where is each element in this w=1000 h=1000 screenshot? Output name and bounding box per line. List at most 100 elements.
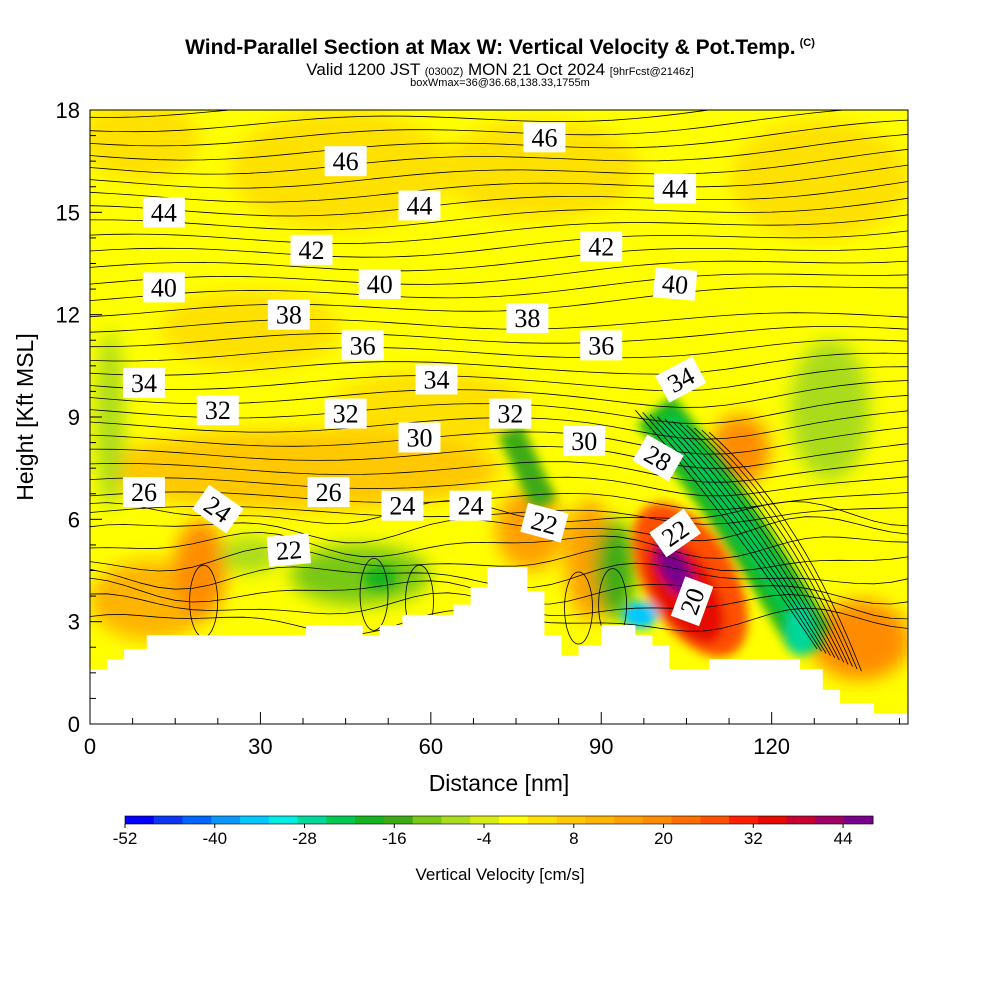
- contour-label-text: 38: [276, 301, 302, 330]
- contour-label-box: [398, 190, 441, 221]
- contour-label: 38: [267, 299, 310, 330]
- contour-label-box: [324, 146, 367, 177]
- pot-temp-contour: [679, 423, 845, 663]
- contour-label: 44: [654, 173, 697, 204]
- contour-label-text: 46: [531, 123, 557, 152]
- colorbar-tick-label: -16: [382, 829, 407, 848]
- contour-label-box: [654, 173, 697, 204]
- colorbar-tick-label: -4: [476, 829, 491, 848]
- contour-label: 44: [142, 197, 185, 228]
- contour-label-box: [489, 398, 532, 429]
- contour-label-box: [290, 234, 333, 265]
- pot-temp-contour: [90, 164, 908, 203]
- x-tick-label: 120: [753, 734, 790, 759]
- contour-label: 26: [307, 477, 350, 508]
- contour-label: 22: [520, 502, 569, 543]
- contour-label: 40: [652, 267, 698, 301]
- colorbar-swatch: [125, 816, 155, 824]
- pot-temp-contour: [90, 366, 908, 392]
- pot-temp-contour: [90, 339, 908, 362]
- contour-label-text: 30: [571, 427, 597, 456]
- contour-label-text: 38: [514, 304, 540, 333]
- pot-temp-contour: [694, 427, 853, 667]
- pot-temp-contour: [671, 420, 840, 661]
- pot-temp-contour: [701, 429, 858, 670]
- y-tick-label: 18: [56, 98, 80, 123]
- contour-label: 32: [489, 398, 532, 429]
- colorbar-tick-label: -52: [113, 829, 138, 848]
- pot-temp-contour: [657, 416, 831, 656]
- pot-temp-contour: [90, 352, 908, 376]
- contour-label-text: 44: [151, 198, 177, 227]
- x-tick-label: 60: [419, 734, 443, 759]
- pot-temp-contour: [359, 557, 389, 631]
- contour-label-text: 24: [389, 492, 415, 521]
- contour-label-text: 44: [662, 174, 688, 203]
- downdraft-patch: [790, 340, 870, 480]
- contour-label-box: [122, 367, 165, 398]
- pot-temp-contour: [90, 426, 908, 455]
- updraft-patch: [730, 120, 908, 240]
- contour-label-text: 46: [333, 147, 359, 176]
- colorbar-swatch: [844, 816, 874, 824]
- pot-temp-contour: [90, 326, 908, 348]
- contour-label-text: 36: [350, 331, 376, 360]
- colorbar-swatch: [470, 816, 500, 824]
- contour-label: 32: [196, 395, 239, 426]
- y-tick-label: 12: [56, 303, 80, 328]
- chart-subtitle: Valid 1200 JST (0300Z) MON 21 Oct 2024 […: [306, 60, 694, 79]
- contour-label: 42: [290, 234, 333, 265]
- contour-label: 24: [381, 490, 424, 521]
- contour-label-box: [652, 267, 698, 301]
- contour-label-text: 34: [131, 369, 157, 398]
- pot-temp-contour: [90, 260, 908, 285]
- contour-label: 34: [415, 364, 458, 395]
- pot-temp-contour: [90, 119, 908, 161]
- x-tick-label: 90: [589, 734, 613, 759]
- contour-label: 24: [449, 490, 492, 521]
- contour-label-box: [192, 484, 244, 534]
- downdraft-patch: [96, 330, 124, 510]
- pot-temp-contour: [90, 214, 908, 244]
- downdraft-core: [786, 604, 814, 656]
- downdraft-core: [622, 601, 658, 629]
- pot-temp-contour: [642, 412, 822, 652]
- pot-temp-contour: [90, 460, 908, 483]
- downdraft-patch: [595, 520, 635, 620]
- pot-temp-contour: [90, 110, 712, 133]
- pot-temp-contour: [664, 418, 836, 659]
- pot-temp-contour: [90, 312, 908, 333]
- contour-label-text: 32: [205, 396, 231, 425]
- colorbar-swatch: [757, 816, 788, 824]
- contour-label-box: [649, 508, 701, 558]
- downdraft-core: [364, 566, 396, 590]
- contour-label-box: [670, 576, 714, 627]
- pot-temp-contour: [90, 246, 908, 272]
- contour-label-text: 26: [316, 478, 342, 507]
- contour-label-text: 40: [367, 270, 393, 299]
- contour-label-box: [324, 398, 367, 429]
- colorbar-swatch: [355, 816, 385, 824]
- chart-box-info: boxWmax=36@36.68,138.33,1755m: [410, 77, 590, 89]
- pot-temp-contour: [90, 197, 908, 231]
- contour-label: 44: [398, 190, 441, 221]
- contour-label: 26: [122, 477, 165, 508]
- contour-label-box: [520, 502, 569, 543]
- colorbar-swatch: [786, 816, 816, 824]
- contour-label-text: 24: [458, 492, 484, 521]
- pot-temp-contour: [90, 476, 908, 497]
- contour-label: 30: [563, 425, 606, 456]
- contour-label-text: 22: [275, 535, 303, 566]
- colorbar-swatch: [297, 816, 327, 824]
- colorbar-swatch: [614, 816, 644, 824]
- contour-label: 46: [523, 122, 566, 153]
- colorbar-swatch: [441, 816, 471, 824]
- pot-temp-contour: [649, 414, 827, 654]
- colorbar-swatch: [240, 816, 270, 824]
- colorbar-tick-label: -40: [202, 829, 227, 848]
- contour-label-box: [142, 272, 185, 303]
